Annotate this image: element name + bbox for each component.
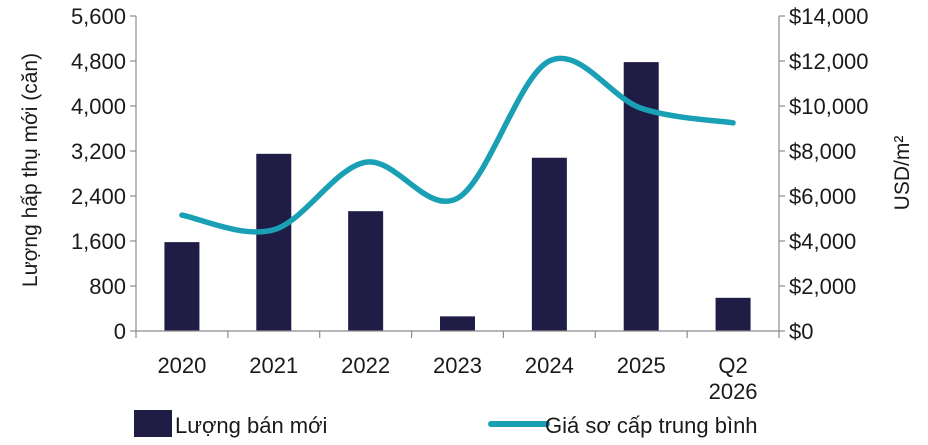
- y-right-tick-label-6: $12,000: [789, 49, 869, 74]
- x-tick-label-1: 2021: [249, 353, 298, 378]
- y-right-tick-label-5: $10,000: [789, 94, 869, 119]
- x-tick-label-5: 2025: [617, 353, 666, 378]
- y-left-tick-label-3: 2,400: [71, 184, 126, 209]
- bar-6: [715, 297, 751, 331]
- y-right-tick-label-1: $2,000: [789, 274, 856, 299]
- bar-4: [531, 157, 567, 331]
- x-tick-label-3: 2023: [433, 353, 482, 378]
- y-left-tick-label-6: 4,800: [71, 49, 126, 74]
- y-right-tick-label-0: $0: [789, 319, 813, 344]
- y-right-axis-title: USD/m²: [891, 136, 914, 211]
- x-tick-label-4: 2024: [525, 353, 574, 378]
- x-tick-label-0: 2020: [157, 353, 206, 378]
- bars-layer: [164, 62, 751, 331]
- legend: Lượng bán mới Giá sơ cấp trung bình: [134, 410, 758, 438]
- y-left-axis-title: Lượng hấp thụ mới (căn): [19, 53, 42, 287]
- y-left-tick-label-7: 5,600: [71, 4, 126, 29]
- y-right-tick-label-2: $4,000: [789, 229, 856, 254]
- y-right-tick-label-7: $14,000: [789, 4, 869, 29]
- legend-line-label: Giá sơ cấp trung bình: [545, 413, 758, 438]
- y-left-tick-label-2: 1,600: [71, 229, 126, 254]
- bar-3: [440, 316, 475, 331]
- legend-bar-label: Lượng bán mới: [175, 413, 327, 438]
- bar-2: [348, 211, 384, 331]
- bar-0: [164, 242, 200, 331]
- axes-layer: [130, 15, 785, 338]
- y-left-tick-label-0: 0: [114, 319, 126, 344]
- line-layer: [179, 55, 736, 235]
- x-tick-label-6: Q2 2026: [709, 353, 758, 404]
- y-left-tick-label-1: 800: [89, 274, 126, 299]
- y-right-tick-label-3: $6,000: [789, 184, 856, 209]
- y-left-tick-label-4: 3,200: [71, 139, 126, 164]
- x-tick-label-2: 2022: [341, 353, 390, 378]
- labels-layer: 0 800 1,600 2,400 3,200 4,000 4,800 5,600 $0 $2,0…: [19, 4, 914, 404]
- legend-bar-swatch: [134, 410, 172, 437]
- y-right-tick-label-4: $8,000: [789, 139, 856, 164]
- y-left-tick-label-5: 4,000: [71, 94, 126, 119]
- bar-1: [256, 153, 292, 331]
- series-line: [179, 55, 736, 235]
